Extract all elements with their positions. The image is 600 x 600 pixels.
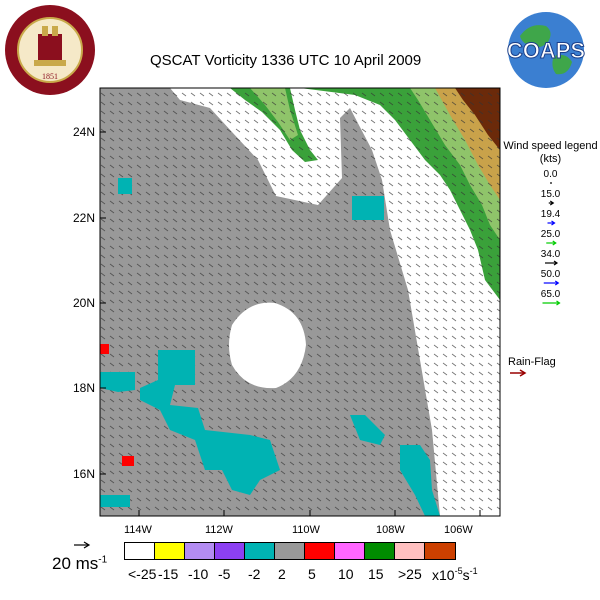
y-tick-label: 20N [73, 296, 96, 310]
colorbar-label: <-25 [128, 566, 157, 582]
x-tick-label: 108W [376, 524, 405, 536]
coaps-globe-logo: COAPS [506, 12, 586, 88]
legend-value: 0.0 [543, 169, 558, 180]
colorbar-label: 15 [368, 566, 384, 582]
rain-flag-label: Rain-Flag [508, 356, 556, 368]
colorbar-swatch [275, 543, 305, 559]
x-tick-label: 114W [124, 524, 152, 536]
colorbar-label: 2 [278, 566, 286, 582]
scale-text: 20 ms [52, 554, 99, 573]
legend-item: 0.0 [503, 169, 598, 186]
colorbar-swatch [125, 543, 155, 559]
legend-value: 25.0 [540, 229, 561, 240]
legend-item: 19.4 [503, 209, 598, 226]
legend-arrow-icon [544, 260, 558, 266]
colorbar-swatch [185, 543, 215, 559]
map-title: QSCAT Vorticity 1336 UTC 10 April 2009 [150, 52, 422, 69]
y-tick-label: 22N [73, 211, 96, 225]
colorbar-swatch [215, 543, 245, 559]
colorbar-swatch [395, 543, 425, 559]
red-patches [100, 344, 134, 466]
fsu-seal-logo: 1851 [5, 5, 95, 95]
scale-label: 20 ms-1 [52, 554, 107, 574]
legend-value: 65.0 [540, 289, 561, 300]
eddy-white [229, 302, 306, 389]
legend-arrow-icon [549, 182, 552, 184]
scale-exponent: -1 [98, 554, 108, 566]
colorbar-label: 10 [338, 566, 354, 582]
legend-arrow-icon [548, 200, 554, 206]
colorbar-swatch [335, 543, 365, 559]
colorbar-swatch [365, 543, 395, 559]
colorbar-label: -15 [158, 566, 179, 582]
colorbar-label: 5 [308, 566, 316, 582]
y-tick-label: 18N [73, 381, 96, 395]
y-tick-label: 16N [73, 467, 96, 481]
colorbar-swatch [305, 543, 335, 559]
legend-item: 50.0 [503, 269, 598, 286]
colorbar-unit: x10-5 s-1 [432, 566, 478, 583]
legend-item: 65.0 [503, 289, 598, 306]
x-tick-label: 106W [444, 524, 473, 536]
legend-title: Wind speed legend (kts) [503, 140, 598, 165]
x-tick-label: 112W [205, 524, 233, 536]
x-tick-label: 110W [292, 524, 320, 536]
vorticity-colorbar [124, 542, 456, 560]
y-tick-label: 24N [73, 125, 96, 139]
legend-value: 34.0 [540, 249, 561, 260]
colorbar-label: >25 [398, 566, 422, 582]
legend-value: 19.4 [540, 209, 561, 220]
colorbar-swatch [425, 543, 455, 559]
colorbar-swatch [155, 543, 185, 559]
scale-arrow-icon [74, 541, 91, 549]
rain-flag-arrow-icon [510, 369, 527, 377]
colorbar-label: -10 [188, 566, 209, 582]
legend-value: 15.0 [540, 189, 561, 200]
colorbar-label: -2 [248, 566, 261, 582]
coaps-text: COAPS [507, 38, 585, 63]
legend-arrow-icon [543, 280, 559, 286]
legend-item: 15.0 [503, 189, 598, 206]
legend-arrow-icon [545, 240, 557, 246]
map-frame [99, 87, 501, 517]
fsu-year: 1851 [42, 72, 58, 81]
legend-value: 50.0 [540, 269, 561, 280]
cyan-patches [100, 178, 440, 516]
colorbar-swatch [245, 543, 275, 559]
legend-item: 25.0 [503, 229, 598, 246]
wind-speed-legend: Wind speed legend (kts) 0.0 15.0 19.4 25.0 3… [503, 140, 598, 306]
rain-flag-legend: Rain-Flag [508, 356, 556, 380]
colorbar-label: -5 [218, 566, 231, 582]
legend-arrow-icon [547, 220, 556, 226]
legend-item: 34.0 [503, 249, 598, 266]
legend-arrow-icon [542, 300, 561, 306]
